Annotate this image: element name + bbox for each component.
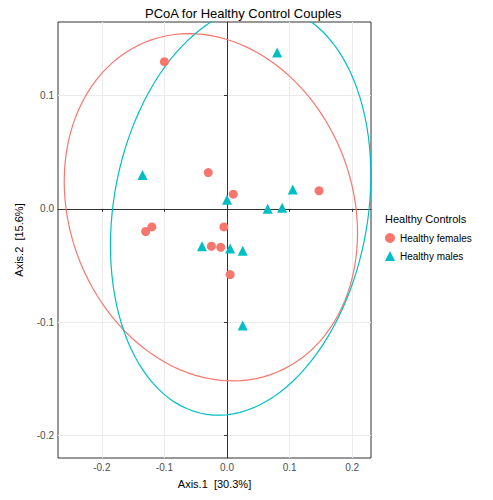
svg-text:Healthy males: Healthy males bbox=[400, 251, 463, 262]
svg-text:-0.1: -0.1 bbox=[37, 317, 55, 328]
svg-text:Healthy females: Healthy females bbox=[400, 233, 472, 244]
svg-text:Axis.2 [15.6%]: Axis.2 [15.6%] bbox=[13, 203, 25, 276]
svg-text:-0.2: -0.2 bbox=[93, 462, 111, 473]
svg-text:0.0: 0.0 bbox=[220, 462, 234, 473]
svg-text:-0.1: -0.1 bbox=[156, 462, 174, 473]
svg-text:Axis.1 [30.3%]: Axis.1 [30.3%] bbox=[178, 478, 251, 490]
svg-text:Healthy Controls: Healthy Controls bbox=[385, 213, 467, 225]
svg-text:0.1: 0.1 bbox=[40, 90, 54, 101]
svg-text:0.1: 0.1 bbox=[283, 462, 297, 473]
svg-text:0.0: 0.0 bbox=[40, 203, 54, 214]
svg-text:-0.2: -0.2 bbox=[37, 430, 55, 441]
svg-text:0.2: 0.2 bbox=[345, 462, 359, 473]
svg-text:PCoA for Healthy Control Coupl: PCoA for Healthy Control Couples bbox=[145, 6, 342, 21]
